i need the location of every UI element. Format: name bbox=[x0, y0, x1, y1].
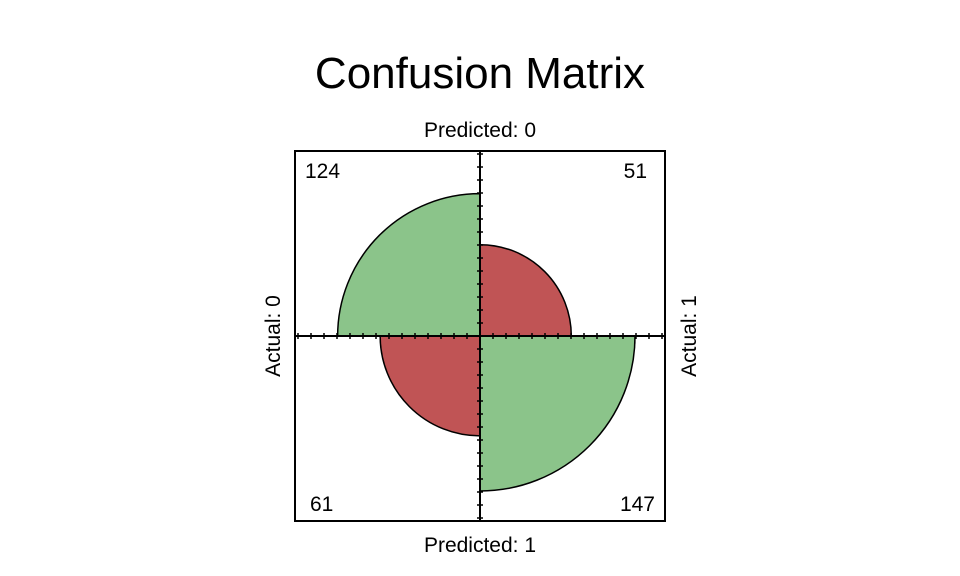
wedge-bottom-right bbox=[479, 335, 636, 492]
count-bottom-left: 61 bbox=[310, 493, 333, 516]
label-predicted-1: Predicted: 1 bbox=[424, 534, 536, 557]
label-actual-0: Actual: 0 bbox=[262, 295, 285, 377]
chart-title: Confusion Matrix bbox=[315, 49, 645, 98]
wedges bbox=[336, 192, 636, 492]
wedge-bottom-left bbox=[379, 335, 481, 437]
axis-ticks bbox=[297, 153, 663, 519]
count-bottom-right: 147 bbox=[620, 493, 655, 516]
count-top-right: 51 bbox=[624, 160, 647, 183]
wedge-top-left bbox=[336, 192, 481, 337]
label-predicted-0: Predicted: 0 bbox=[424, 119, 536, 142]
label-actual-1: Actual: 1 bbox=[678, 295, 701, 377]
wedge-top-right bbox=[479, 243, 573, 337]
count-top-left: 124 bbox=[305, 160, 340, 183]
